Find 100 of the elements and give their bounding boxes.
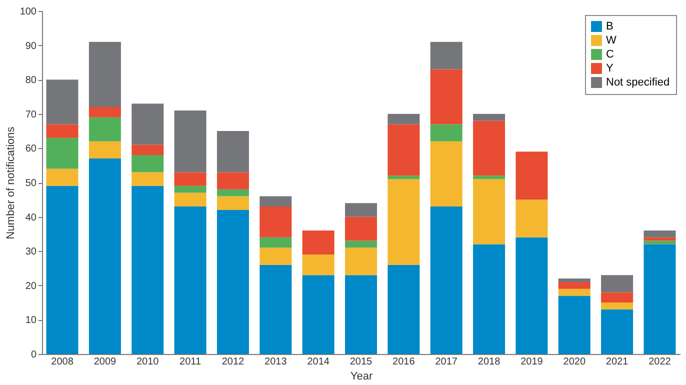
bar	[388, 124, 420, 176]
bar	[430, 124, 462, 142]
bar	[88, 107, 121, 118]
bar	[216, 210, 249, 354]
x-axis-title: Year	[350, 370, 373, 382]
bar	[174, 172, 206, 186]
bar	[132, 155, 164, 172]
y-tick-label: 60	[25, 144, 37, 155]
x-tick-label: 2020	[563, 356, 586, 368]
bar	[388, 176, 420, 180]
y-tick-label: 100	[20, 6, 37, 18]
bar	[132, 186, 164, 354]
bar	[302, 230, 334, 255]
bar	[46, 124, 78, 138]
bar	[344, 240, 378, 248]
bar	[644, 244, 676, 354]
x-tick-label: 2017	[435, 356, 458, 368]
bar	[430, 42, 462, 70]
x-tick-label: 2022	[648, 356, 672, 368]
bar	[473, 120, 506, 176]
bar	[88, 117, 121, 142]
bar	[88, 141, 121, 158]
legend-label: C	[606, 48, 614, 60]
bar	[132, 144, 164, 156]
legend-label: W	[606, 34, 617, 46]
bar	[558, 278, 590, 282]
legend-label: Not specified	[606, 76, 670, 88]
bar	[516, 152, 548, 200]
bar	[344, 275, 378, 354]
bar	[601, 302, 634, 310]
bar	[46, 186, 78, 354]
x-tick-label: 2018	[478, 356, 501, 368]
bar	[388, 114, 420, 124]
bar	[132, 172, 164, 186]
bar	[516, 237, 548, 354]
x-tick-label: 2009	[94, 356, 117, 368]
x-tick-label: 2008	[51, 356, 74, 368]
bar	[260, 264, 292, 354]
y-tick-label: 20	[25, 280, 37, 292]
bar	[430, 206, 462, 354]
x-tick-label: 2019	[520, 356, 544, 368]
bar	[174, 192, 206, 207]
bar	[430, 141, 462, 207]
bar	[260, 206, 292, 238]
bar	[174, 110, 206, 172]
bar	[260, 248, 292, 265]
bar	[260, 196, 292, 207]
x-tick-label: 2010	[136, 356, 160, 368]
x-tick-label: 2015	[350, 356, 373, 368]
bar	[46, 168, 78, 186]
x-tick-label: 2013	[264, 356, 288, 368]
bar	[558, 288, 590, 296]
x-tick-label: 2012	[222, 356, 245, 368]
y-tick-label: 90	[25, 40, 37, 52]
bar	[601, 275, 634, 292]
bar	[644, 237, 676, 241]
bar	[216, 172, 249, 190]
bar	[174, 186, 206, 193]
bar	[216, 131, 249, 172]
x-tick-label: 2014	[307, 356, 330, 368]
legend-label: B	[606, 20, 614, 32]
bar	[516, 200, 548, 238]
bar	[473, 114, 506, 121]
y-tick-label: 0	[30, 350, 37, 360]
bar	[132, 104, 164, 145]
y-tick-label: 70	[25, 109, 37, 120]
bar	[558, 282, 590, 289]
bar	[260, 237, 292, 248]
bar	[174, 206, 206, 354]
bar	[473, 176, 506, 180]
bar	[302, 275, 334, 354]
bar	[388, 179, 420, 265]
y-tick-label: 30	[25, 246, 37, 258]
bar	[558, 296, 590, 354]
bar	[644, 230, 676, 238]
bar	[601, 292, 634, 303]
y-axis-title: Number of notifications	[4, 126, 17, 240]
y-tick-label: 40	[25, 212, 37, 224]
bar	[388, 264, 420, 354]
bar	[46, 80, 78, 124]
bar	[302, 254, 334, 276]
bar	[344, 248, 378, 276]
y-tick-label: 10	[25, 315, 37, 326]
bar	[46, 138, 78, 169]
x-tick-label: 2016	[392, 356, 416, 368]
bar	[88, 42, 121, 108]
bar	[344, 203, 378, 217]
bar	[430, 69, 462, 124]
x-tick-label: 2011	[180, 356, 202, 368]
y-tick-label: 50	[25, 178, 37, 189]
bar	[216, 196, 249, 210]
bar	[344, 216, 378, 241]
bar	[601, 309, 634, 354]
bar	[216, 189, 249, 196]
bar	[473, 244, 506, 354]
y-tick-label: 80	[25, 75, 37, 86]
x-tick-label: 2021	[606, 356, 629, 368]
bar	[473, 179, 506, 244]
bar	[88, 158, 121, 354]
legend-label: Y	[606, 62, 614, 74]
